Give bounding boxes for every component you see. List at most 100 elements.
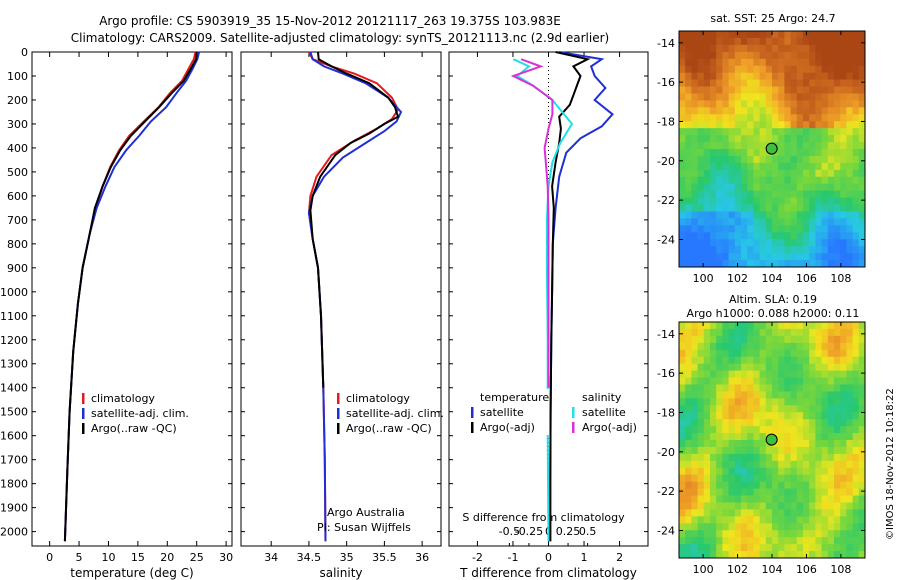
- heatmap-cell: [821, 370, 829, 378]
- heatmap-cell: [703, 530, 711, 538]
- heatmap-cell: [827, 544, 835, 552]
- heatmap-cell: [852, 232, 860, 240]
- heatmap-cell: [809, 37, 816, 46]
- heatmap-cell: [784, 128, 791, 136]
- heatmap-cell: [772, 467, 779, 476]
- heatmap-cell: [703, 544, 711, 552]
- heatmap-cell: [846, 121, 853, 129]
- heatmap-cell: [710, 405, 717, 413]
- heatmap-cell: [753, 58, 760, 67]
- heatmap-cell: [734, 363, 742, 371]
- heatmap-cell: [815, 370, 822, 378]
- heatmap-cell: [710, 246, 717, 254]
- heatmap-cell: [834, 412, 841, 420]
- heatmap-cell: [784, 246, 791, 254]
- heatmap-cell: [827, 335, 835, 344]
- heatmap-cell: [710, 114, 717, 122]
- heatmap-cell: [790, 142, 798, 150]
- heatmap-cell: [697, 551, 705, 559]
- heatmap-cell: [784, 79, 791, 87]
- heatmap-cell: [840, 328, 847, 337]
- heatmap-cell: [815, 86, 822, 94]
- heatmap-cell: [679, 51, 686, 60]
- heatmap-cell: [685, 335, 692, 344]
- heatmap-cell: [784, 481, 791, 489]
- heatmap-cell: [753, 149, 760, 157]
- heatmap-cell: [697, 446, 705, 455]
- heatmap-cell: [747, 537, 754, 545]
- heatmap-cell: [734, 93, 742, 101]
- heatmap-cell: [840, 107, 847, 115]
- heatmap-cell: [772, 176, 779, 185]
- heatmap-cell: [728, 363, 736, 371]
- heatmap-cell: [691, 79, 698, 87]
- heatmap-cell: [803, 58, 810, 67]
- heatmap-cell: [741, 218, 748, 226]
- heatmap-cell: [821, 356, 829, 365]
- heatmap-cell: [772, 246, 779, 254]
- heatmap-cell: [728, 239, 736, 247]
- heatmap-cell: [846, 356, 853, 365]
- heatmap-cell: [710, 523, 717, 531]
- heatmap-cell: [809, 211, 816, 219]
- heatmap-cell: [821, 37, 829, 46]
- heatmap-cell: [679, 481, 686, 489]
- heatmap-cell: [846, 58, 853, 67]
- heatmap-cell: [827, 142, 835, 150]
- heatmap-cell: [679, 169, 686, 178]
- heatmap-cell: [685, 509, 692, 517]
- heatmap-cell: [796, 204, 804, 212]
- heatmap-cell: [840, 142, 847, 150]
- heatmap-cell: [703, 190, 711, 198]
- heatmap-cell: [753, 356, 760, 365]
- heatmap-cell: [722, 502, 729, 510]
- heatmap-cell: [697, 516, 705, 524]
- heatmap-cell: [803, 398, 810, 406]
- heatmap-cell: [852, 86, 860, 94]
- heatmap-cell: [697, 384, 705, 392]
- heatmap-cell: [759, 349, 767, 358]
- heatmap-cell: [679, 502, 686, 510]
- heatmap-cell: [827, 135, 835, 143]
- heatmap-cell: [716, 218, 723, 226]
- heatmap-cell: [765, 405, 773, 413]
- heatmap-cell: [803, 384, 810, 392]
- heatmap-cell: [852, 37, 860, 46]
- heatmap-cell: [753, 142, 760, 150]
- heatmap-cell: [852, 169, 860, 178]
- heatmap-cell: [790, 453, 798, 462]
- heatmap-cell: [728, 322, 736, 330]
- heatmap-cell: [710, 142, 717, 150]
- heatmap-cell: [710, 107, 717, 115]
- heatmap-cell: [790, 446, 798, 455]
- heatmap-cell: [846, 509, 853, 517]
- heatmap-cell: [778, 211, 785, 219]
- heatmap-cell: [858, 363, 866, 371]
- heatmap-cell: [734, 135, 742, 143]
- heatmap-cell: [858, 426, 866, 434]
- heatmap-cell: [703, 197, 711, 205]
- heatmap-cell: [710, 86, 717, 94]
- map-x-tick-label: 106: [796, 272, 817, 285]
- heatmap-cell: [809, 197, 816, 205]
- heatmap-cell: [815, 128, 822, 136]
- heatmap-cell: [803, 419, 810, 427]
- heatmap-cell: [679, 72, 686, 80]
- heatmap-cell: [759, 460, 767, 469]
- heatmap-cell: [858, 467, 866, 476]
- heatmap-cell: [765, 474, 773, 483]
- heatmap-cell: [703, 446, 711, 455]
- heatmap-cell: [753, 377, 760, 385]
- heatmap-cell: [703, 155, 711, 164]
- heatmap-cell: [815, 218, 822, 226]
- heatmap-cell: [858, 356, 866, 365]
- x-axis-label: salinity: [319, 566, 362, 580]
- heatmap-cell: [697, 121, 705, 129]
- heatmap-cell: [858, 377, 866, 385]
- heatmap-cell: [834, 72, 841, 80]
- heatmap-cell: [685, 363, 692, 371]
- heatmap-cell: [734, 155, 742, 164]
- heatmap-cell: [815, 530, 822, 538]
- heatmap-cell: [778, 79, 785, 87]
- heatmap-cell: [772, 488, 779, 496]
